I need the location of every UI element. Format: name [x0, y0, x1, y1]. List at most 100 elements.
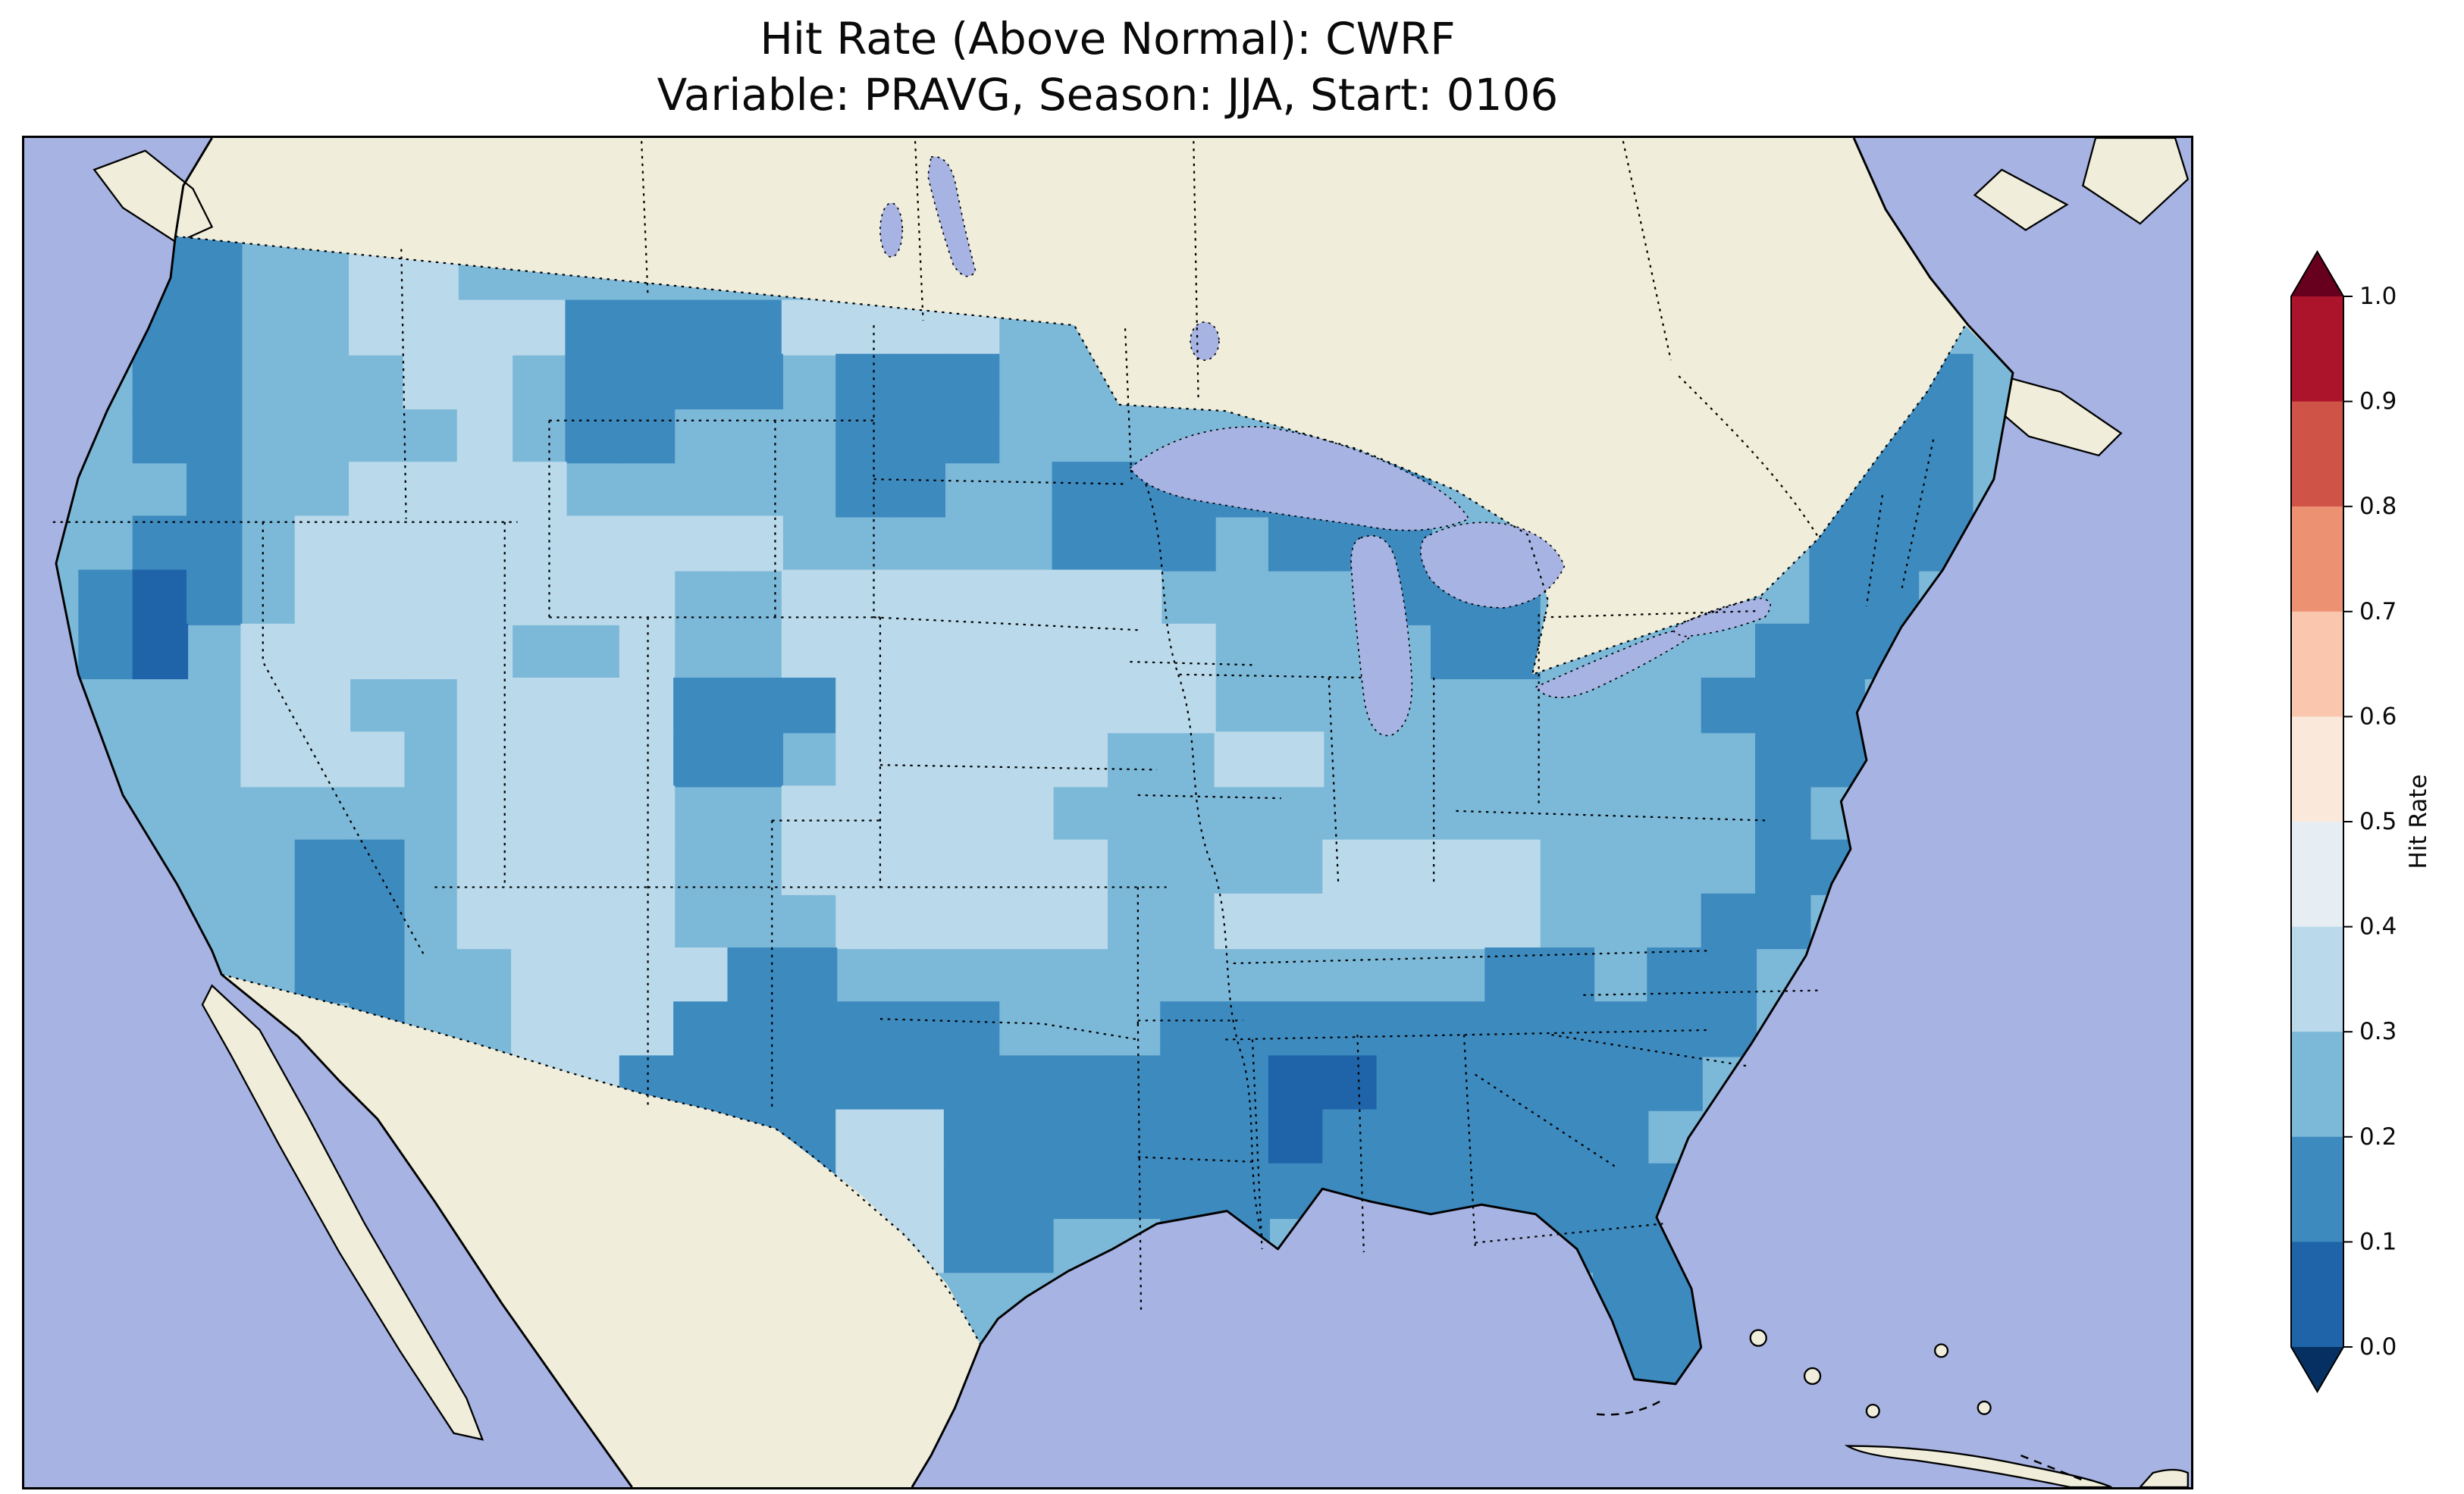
- hit-rate-grid-cell: [403, 462, 459, 518]
- hit-rate-grid-cell: [673, 947, 729, 1004]
- hit-rate-grid-cell: [1214, 1055, 1271, 1111]
- hit-rate-grid-cell: [511, 299, 567, 355]
- colorbar-tick-label: 0.2: [2359, 1123, 2397, 1151]
- bahamas-island: [1934, 1343, 1949, 1358]
- hit-rate-grid-cell: [1214, 1163, 1271, 1220]
- colorbar-band: [2291, 1136, 2343, 1243]
- hit-rate-grid-cell: [835, 408, 892, 464]
- chart-title: Hit Rate (Above Normal): CWRF Variable: …: [22, 11, 2193, 123]
- colorbar-band: [2291, 506, 2343, 612]
- hit-rate-grid-cell: [727, 947, 783, 1004]
- hit-rate-grid-cell: [1105, 569, 1162, 625]
- hit-rate-grid-cell: [673, 678, 729, 734]
- vancouver-island: [92, 149, 214, 244]
- bahamas-island: [1803, 1367, 1822, 1386]
- lake-ontario: [1672, 597, 1771, 637]
- colorbar-band: [2291, 296, 2343, 402]
- hit-rate-grid-cell: [998, 678, 1054, 734]
- hit-rate-grid-cell: [456, 569, 513, 625]
- hit-rate-grid-cell: [998, 1163, 1054, 1220]
- hit-rate-grid-cell: [1809, 678, 1865, 734]
- hit-rate-grid-cell: [511, 678, 567, 734]
- hit-rate-grid-cell: [835, 462, 892, 518]
- colorbar-tick-label: 0.8: [2359, 493, 2397, 520]
- hit-rate-grid-cell: [1809, 623, 1865, 680]
- colorbar-band: [2291, 1032, 2343, 1138]
- hit-rate-grid-cell: [349, 893, 405, 950]
- hit-rate-grid-cell: [456, 462, 513, 518]
- hit-rate-grid-cell: [456, 299, 513, 355]
- hit-rate-grid-cell: [835, 299, 892, 355]
- colorbar-band: [2291, 1242, 2343, 1348]
- colorbar-arrow-bottom: [2291, 1347, 2343, 1392]
- hit-rate-grid-cell: [565, 299, 621, 355]
- hit-rate-grid-cell: [240, 731, 296, 788]
- hit-rate-grid-cell: [1268, 893, 1324, 950]
- anticosti-island: [1973, 168, 2069, 231]
- hit-rate-grid-cell: [565, 515, 621, 572]
- colorbar-ticks: 1.0 0.9 0.8 0.7 0.6 0.5 0.4 0.3 0.2 0.1 0.0: [2343, 283, 2397, 1361]
- hit-rate-grid-cell: [727, 299, 783, 355]
- hit-rate-grid-cell: [1322, 1001, 1378, 1057]
- cuba: [1844, 1445, 2112, 1487]
- hit-rate-grid-cell: [1160, 623, 1216, 680]
- hit-rate-grid-cell: [403, 299, 459, 355]
- hit-rate-grid-cell: [943, 1109, 1000, 1165]
- hit-rate-grid-cell: [511, 462, 567, 518]
- hit-rate-grid-cell: [889, 1163, 945, 1220]
- hit-rate-grid-cell: [349, 947, 405, 1004]
- colorbar-tick-label: 0.6: [2359, 703, 2397, 730]
- hit-rate-grid-cell: [1755, 623, 1811, 680]
- state-borders: [52, 249, 1935, 1313]
- colorbar-tick-label: 0.9: [2359, 388, 2397, 415]
- atlantic-gulf-coastline: [911, 138, 2014, 1487]
- hit-rate-grid-cell: [673, 1001, 729, 1057]
- pacific-coastline: [55, 138, 633, 1487]
- hit-rate-grid-cell: [511, 893, 567, 950]
- hit-rate-grid-cell: [1160, 1163, 1216, 1220]
- hit-rate-grid-cell: [1214, 1109, 1271, 1165]
- colorbar-band: [2291, 401, 2343, 507]
- hit-rate-grid-cell: [1917, 462, 1973, 518]
- hit-rate-grid-cell: [1484, 623, 1541, 680]
- hit-rate-grid-cell: [1701, 678, 1757, 734]
- hit-rate-grid-cell: [349, 515, 405, 572]
- florida-keys-dashed: [1596, 1400, 1660, 1416]
- hit-rate-grid-cell: [1593, 1109, 1649, 1165]
- caribbean-islands: [1596, 1329, 2189, 1487]
- hit-rate-grid-cell: [619, 947, 676, 1004]
- hit-rate-grid-cell: [1701, 947, 1757, 1004]
- hit-rate-grid-cell: [511, 515, 567, 572]
- hit-rate-grid-cell: [403, 623, 459, 680]
- hit-rate-grid-cell: [1430, 1055, 1487, 1111]
- hit-rate-grid-cell: [781, 1001, 838, 1057]
- hit-rate-grid-cell: [727, 678, 783, 734]
- hit-rate-grid-cell: [1917, 408, 1973, 464]
- hit-rate-grid-cell: [1701, 893, 1757, 950]
- hit-rate-grid-cell: [456, 515, 513, 572]
- hit-rate-grid-cell: [943, 1001, 1000, 1057]
- hit-rate-grid-cell: [1160, 1055, 1216, 1111]
- hit-rate-grid-cell: [565, 678, 621, 734]
- hit-rate-grid-cell: [998, 569, 1054, 625]
- hit-rate-grid-cell: [1538, 1001, 1595, 1057]
- hit-rate-grid-cell: [565, 947, 621, 1004]
- hit-rate-grid-cell: [619, 408, 676, 464]
- colorbar-extend-arrows: [2291, 252, 2343, 1392]
- hit-rate-grid-cell: [1484, 1109, 1541, 1165]
- colorbar-tick-label: 0.5: [2359, 808, 2397, 835]
- colorbar-band: [2291, 611, 2343, 718]
- hit-rate-grid-cell: [565, 569, 621, 625]
- hit-rate-grid-cell: [1430, 623, 1487, 680]
- hit-rate-grid-cell: [1322, 893, 1378, 950]
- colorbar-band: [2291, 822, 2343, 928]
- hit-rate-grid-cell: [1376, 1055, 1433, 1111]
- hit-rate-grid-cell: [835, 839, 892, 895]
- hit-rate-grid-cell: [943, 1163, 1000, 1220]
- hit-rate-grid-cell: [456, 839, 513, 895]
- hit-rate-grid-cell: [294, 947, 351, 1004]
- hit-rate-grid-cell: [889, 785, 945, 841]
- hit-rate-grid-cell: [349, 299, 405, 355]
- hit-rate-grid-cell: [835, 1055, 892, 1111]
- hit-rate-grid-cell: [727, 353, 783, 410]
